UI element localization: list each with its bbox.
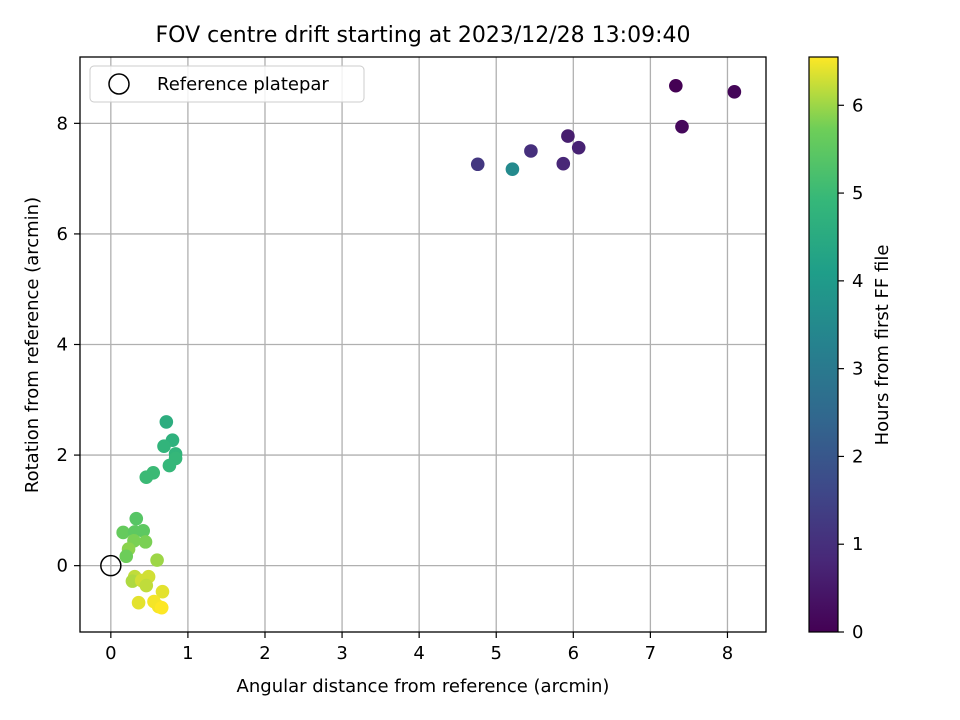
data-point bbox=[129, 511, 144, 526]
colorbar-tick-label: 5 bbox=[852, 183, 863, 204]
chart-title: FOV centre drift starting at 2023/12/28 … bbox=[156, 23, 691, 48]
colorbar-label: Hours from first FF file bbox=[872, 245, 893, 446]
data-point bbox=[505, 162, 520, 177]
colorbar-ticks: 0 1 2 3 4 5 6 bbox=[838, 95, 863, 643]
data-point bbox=[524, 144, 538, 158]
y-tick-label: 8 bbox=[57, 113, 68, 134]
x-tick-label: 6 bbox=[568, 643, 579, 664]
x-axis-label: Angular distance from reference (arcmin) bbox=[237, 676, 610, 697]
data-point bbox=[162, 458, 177, 473]
legend-reference-marker bbox=[108, 73, 130, 95]
y-tick-label: 2 bbox=[57, 445, 68, 466]
data-point bbox=[571, 140, 586, 155]
data-point bbox=[131, 595, 146, 610]
colorbar bbox=[808, 56, 839, 633]
data-point bbox=[556, 156, 571, 171]
reference-marker-group bbox=[100, 554, 122, 577]
legend: Reference platepar bbox=[89, 65, 365, 103]
x-tick-label: 1 bbox=[182, 643, 193, 664]
colorbar-tick-label: 0 bbox=[852, 622, 863, 643]
data-point bbox=[119, 549, 134, 564]
y-axis-label: Rotation from reference (arcmin) bbox=[22, 197, 43, 493]
x-tick-label: 4 bbox=[413, 643, 424, 664]
grid-lines bbox=[80, 57, 766, 632]
y-tick-label: 6 bbox=[57, 224, 68, 245]
x-tick-label: 7 bbox=[645, 643, 656, 664]
data-point bbox=[669, 78, 683, 93]
x-tick-label: 3 bbox=[336, 643, 347, 664]
colorbar-tick-label: 3 bbox=[852, 359, 863, 380]
y-tick-label: 0 bbox=[57, 556, 68, 577]
data-point bbox=[116, 525, 130, 540]
y-axis-ticks: 0 2 4 6 8 bbox=[57, 113, 80, 577]
colorbar-tick-label: 4 bbox=[852, 271, 863, 292]
data-point bbox=[155, 584, 170, 599]
reference-platepar-marker bbox=[100, 554, 122, 577]
data-point bbox=[675, 119, 689, 134]
x-tick-label: 5 bbox=[490, 643, 501, 664]
data-point bbox=[727, 85, 742, 99]
legend-label: Reference platepar bbox=[157, 74, 329, 95]
legend-box bbox=[89, 65, 365, 103]
data-point bbox=[159, 415, 174, 429]
colorbar-tick-label: 6 bbox=[852, 95, 863, 116]
data-point bbox=[136, 524, 151, 538]
data-point bbox=[154, 600, 169, 615]
data-point bbox=[139, 470, 154, 484]
x-tick-label: 8 bbox=[722, 643, 733, 664]
y-tick-label: 4 bbox=[57, 335, 68, 356]
data-point bbox=[150, 553, 164, 567]
data-points bbox=[116, 78, 742, 615]
x-axis-ticks: 0 1 2 3 4 5 6 7 8 bbox=[105, 632, 733, 664]
data-point bbox=[157, 439, 171, 454]
data-point bbox=[139, 578, 154, 593]
data-point bbox=[138, 535, 153, 549]
x-tick-label: 0 bbox=[105, 643, 116, 664]
data-point bbox=[470, 157, 485, 172]
colorbar-tick-label: 2 bbox=[852, 446, 863, 467]
x-tick-label: 2 bbox=[259, 643, 270, 664]
colorbar-tick-label: 1 bbox=[852, 534, 863, 555]
data-point bbox=[561, 129, 575, 143]
